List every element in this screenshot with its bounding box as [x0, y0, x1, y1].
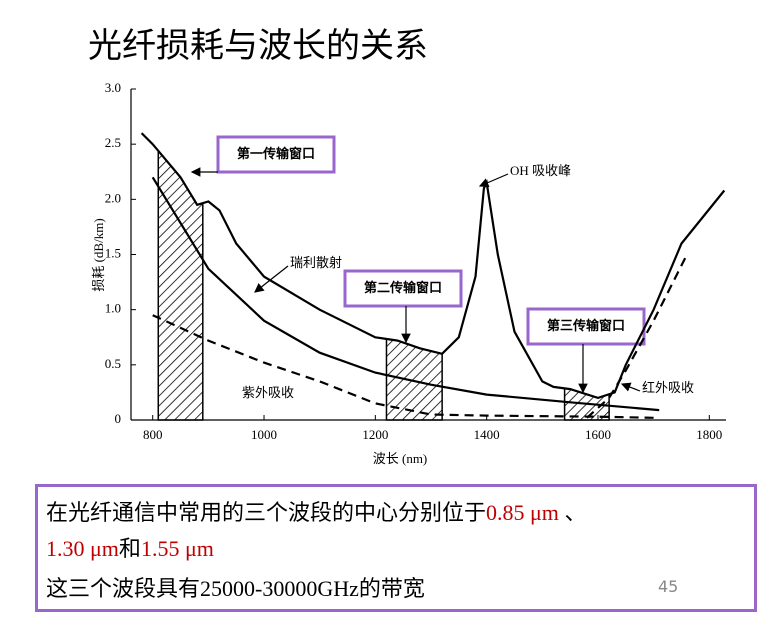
window-label-box	[343, 269, 463, 308]
annotation-arrow	[478, 173, 509, 188]
note-value: 1.30 μm	[46, 536, 119, 561]
x-axis-label: 波长 (nm)	[373, 451, 428, 466]
note-text: 和	[118, 536, 141, 561]
loss-curve	[152, 314, 654, 419]
slide-title: 光纤损耗与波长的关系	[88, 26, 428, 66]
loss-curve	[586, 254, 688, 419]
y-tick-label: 1.0	[105, 301, 121, 316]
window-label: 第二传输窗口	[364, 280, 442, 295]
y-tick-label: 0.5	[105, 356, 121, 371]
y-tick-label: 0	[115, 411, 122, 426]
x-tick-label: 1200	[362, 427, 388, 442]
annotation: 紫外吸收	[242, 385, 294, 400]
window-label: 第一传输窗口	[237, 146, 315, 161]
y-tick-label: 3.0	[105, 80, 121, 95]
x-tick-label: 1000	[251, 427, 277, 442]
annotation-arrow	[620, 382, 641, 392]
x-tick-label: 1600	[585, 427, 611, 442]
note-text: 这三个波段具有25000-30000GHz的带宽	[46, 576, 425, 601]
note-text: 、	[558, 500, 587, 525]
y-tick-label: 1.5	[105, 245, 121, 260]
note-value: 0.85 μm	[486, 500, 559, 525]
note-box: 在光纤通信中常用的三个波段的中心分别位于0.85 μm 、 1.30 μm和1.…	[35, 484, 757, 612]
annotation-arrow	[254, 265, 289, 293]
y-tick-label: 2.0	[105, 190, 121, 205]
y-tick-label: 2.5	[105, 135, 121, 150]
y-axis-label: 损耗 (dB/km)	[91, 218, 106, 291]
window-label: 第三传输窗口	[547, 318, 625, 333]
loss-curve	[140, 132, 726, 400]
x-tick-label: 800	[143, 427, 163, 442]
note-value: 1.55 μm	[140, 536, 214, 561]
x-tick-label: 1800	[696, 427, 722, 442]
window-area	[157, 148, 204, 421]
x-tick-label: 1400	[474, 427, 500, 442]
window-label-box	[526, 307, 646, 346]
annotation: 瑞利散射	[290, 255, 342, 270]
annotation: 红外吸收	[642, 380, 694, 395]
annotation: OH 吸收峰	[510, 163, 571, 178]
page-number: 45	[658, 577, 679, 596]
loss-curve	[151, 176, 660, 412]
note-text: 在光纤通信中常用的三个波段的中心分别位于	[46, 500, 487, 525]
window-label-box	[216, 135, 336, 174]
